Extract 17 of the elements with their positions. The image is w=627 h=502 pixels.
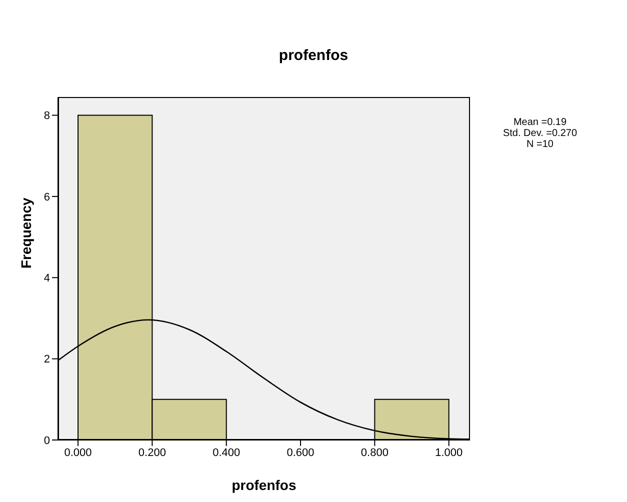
- text: Std. Dev. =0.270: [502, 128, 578, 139]
- x-axis-title: profenfos: [232, 477, 296, 493]
- y-tick-label: 6: [44, 191, 50, 204]
- y-tick-label: 2: [44, 354, 50, 366]
- text: Mean =0.19: [512, 117, 568, 128]
- x-tick-label: 0.400: [212, 446, 240, 459]
- x-tick-label: 0.200: [138, 446, 166, 459]
- y-axis-title: Frequency: [18, 197, 34, 268]
- y-tick-label: 0: [44, 434, 50, 447]
- x-tick-label: 1.000: [435, 446, 463, 459]
- x-tick-label: 0.000: [64, 446, 92, 459]
- chart-title: profenfos: [278, 47, 350, 64]
- y-tick-label: 8: [44, 110, 50, 122]
- x-tick-label: 0.600: [286, 446, 314, 459]
- x-tick-label: 0.800: [360, 446, 388, 459]
- y-tick-label: 4: [44, 272, 50, 285]
- text: N =10: [526, 139, 554, 150]
